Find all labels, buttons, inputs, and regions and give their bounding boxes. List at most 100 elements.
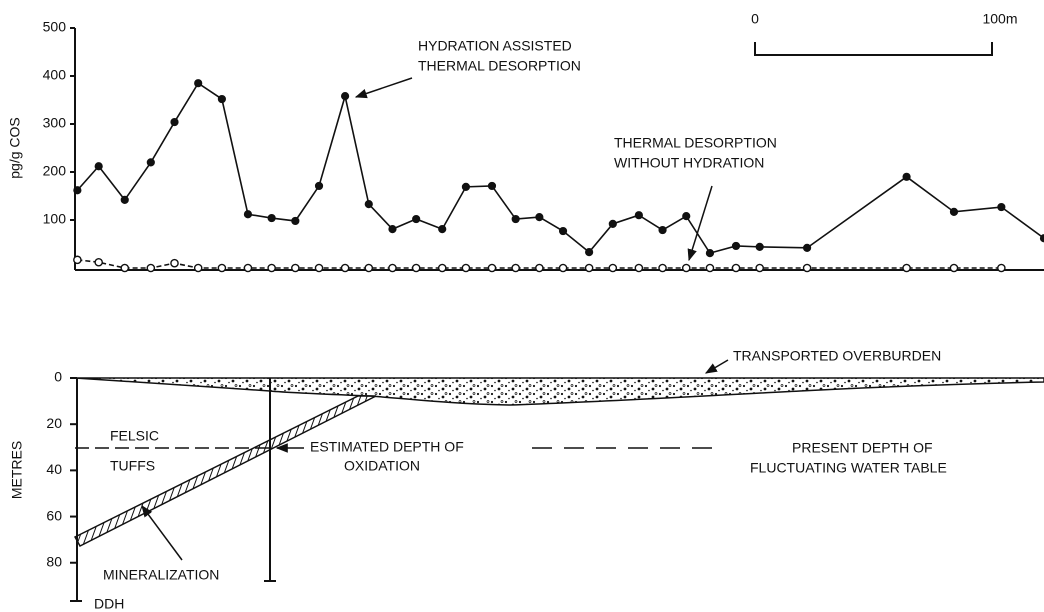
- y-axis-label: METRES: [9, 441, 25, 499]
- data-point: [245, 211, 252, 218]
- y-tick-label: 100: [43, 211, 67, 227]
- data-point: [268, 264, 275, 271]
- data-point: [95, 163, 102, 170]
- data-point: [560, 228, 567, 235]
- arrow: [706, 360, 728, 373]
- annotation: PRESENT DEPTH OF: [792, 440, 933, 456]
- y-tick-label: 80: [46, 553, 62, 569]
- data-point: [609, 264, 616, 271]
- data-point: [998, 204, 1005, 211]
- data-point: [341, 264, 348, 271]
- data-point: [439, 264, 446, 271]
- data-point: [512, 216, 519, 223]
- data-point: [315, 264, 322, 271]
- data-point: [903, 173, 910, 180]
- data-point: [244, 264, 251, 271]
- data-point: [121, 264, 128, 271]
- series-label: THERMAL DESORPTION: [614, 135, 777, 151]
- data-point: [733, 243, 740, 250]
- annotation: DDH: [94, 596, 124, 612]
- data-point: [998, 264, 1005, 271]
- y-tick-label: 40: [46, 461, 62, 477]
- annotation: ESTIMATED DEPTH OF: [310, 439, 464, 455]
- data-point: [488, 264, 495, 271]
- data-point: [268, 215, 275, 222]
- y-tick-label: 400: [43, 67, 67, 83]
- data-point: [74, 187, 81, 194]
- data-point: [316, 183, 323, 190]
- data-point: [683, 264, 690, 271]
- scale-bar: [755, 42, 992, 55]
- overburden: [75, 378, 1044, 405]
- y-tick-label: 200: [43, 163, 67, 179]
- data-point: [536, 214, 543, 221]
- y-tick-label: 0: [54, 369, 62, 385]
- data-point: [74, 256, 81, 263]
- data-point: [147, 264, 154, 271]
- figure: pg/g COS HYDRATION ASSISTED THERMAL DESO…: [0, 0, 1044, 612]
- data-point: [635, 212, 642, 219]
- data-point: [732, 264, 739, 271]
- data-point: [121, 196, 128, 203]
- data-point: [365, 264, 372, 271]
- data-point: [413, 216, 420, 223]
- arrow: [356, 78, 412, 97]
- data-point: [413, 264, 420, 271]
- data-point: [292, 218, 299, 225]
- data-point: [389, 264, 396, 271]
- data-point: [706, 264, 713, 271]
- data-point: [635, 264, 642, 271]
- data-point: [292, 264, 299, 271]
- data-point: [195, 80, 202, 87]
- data-point: [439, 226, 446, 233]
- annotation: MINERALIZATION: [103, 567, 219, 583]
- data-point: [489, 183, 496, 190]
- scale-label: 0: [751, 11, 759, 27]
- data-point: [171, 260, 178, 267]
- scale-label: 100m: [982, 11, 1017, 27]
- data-point: [389, 226, 396, 233]
- data-point: [659, 264, 666, 271]
- arrow: [142, 506, 182, 560]
- data-point: [659, 227, 666, 234]
- data-point: [95, 259, 102, 266]
- annotation: TRANSPORTED OVERBURDEN: [733, 348, 941, 364]
- data-point: [462, 264, 469, 271]
- y-tick-label: 500: [43, 19, 67, 35]
- series-label: THERMAL DESORPTION: [418, 58, 581, 74]
- data-point: [463, 183, 470, 190]
- data-point: [342, 93, 349, 100]
- data-point: [147, 159, 154, 166]
- data-point: [951, 208, 958, 215]
- data-point: [950, 264, 957, 271]
- annotation: TUFFS: [110, 458, 155, 474]
- series-label: WITHOUT HYDRATION: [614, 155, 764, 171]
- data-point: [756, 243, 763, 250]
- y-tick-label: 20: [46, 415, 62, 431]
- annotation: OXIDATION: [344, 458, 420, 474]
- data-point: [683, 213, 690, 220]
- data-point: [559, 264, 566, 271]
- data-point: [586, 264, 593, 271]
- data-point: [171, 119, 178, 126]
- y-tick-label: 60: [46, 507, 62, 523]
- data-point: [803, 264, 810, 271]
- y-tick-label: 300: [43, 115, 67, 131]
- data-point: [903, 264, 910, 271]
- data-point: [365, 201, 372, 208]
- series-line: [77, 83, 1044, 253]
- data-point: [218, 96, 225, 103]
- data-point: [707, 250, 714, 257]
- data-point: [586, 249, 593, 256]
- data-point: [512, 264, 519, 271]
- y-axis-label: pg/g COS: [7, 117, 23, 178]
- data-point: [609, 220, 616, 227]
- data-point: [536, 264, 543, 271]
- annotation: FELSIC: [110, 428, 159, 444]
- series-label: HYDRATION ASSISTED: [418, 38, 572, 54]
- data-point: [218, 264, 225, 271]
- data-point: [804, 244, 811, 251]
- annotation: FLUCTUATING WATER TABLE: [750, 460, 947, 476]
- data-point: [195, 264, 202, 271]
- data-point: [756, 264, 763, 271]
